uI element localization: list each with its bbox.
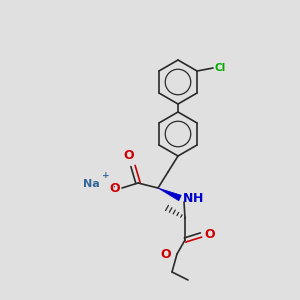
Text: H: H: [193, 191, 203, 205]
Text: O: O: [204, 227, 214, 241]
Polygon shape: [158, 188, 181, 201]
Text: O: O: [160, 248, 171, 260]
Text: O: O: [110, 182, 120, 194]
Text: O: O: [124, 149, 134, 162]
Text: N: N: [183, 191, 194, 205]
Text: Na: Na: [83, 179, 100, 189]
Text: +: +: [102, 171, 110, 180]
Text: Cl: Cl: [214, 63, 225, 73]
